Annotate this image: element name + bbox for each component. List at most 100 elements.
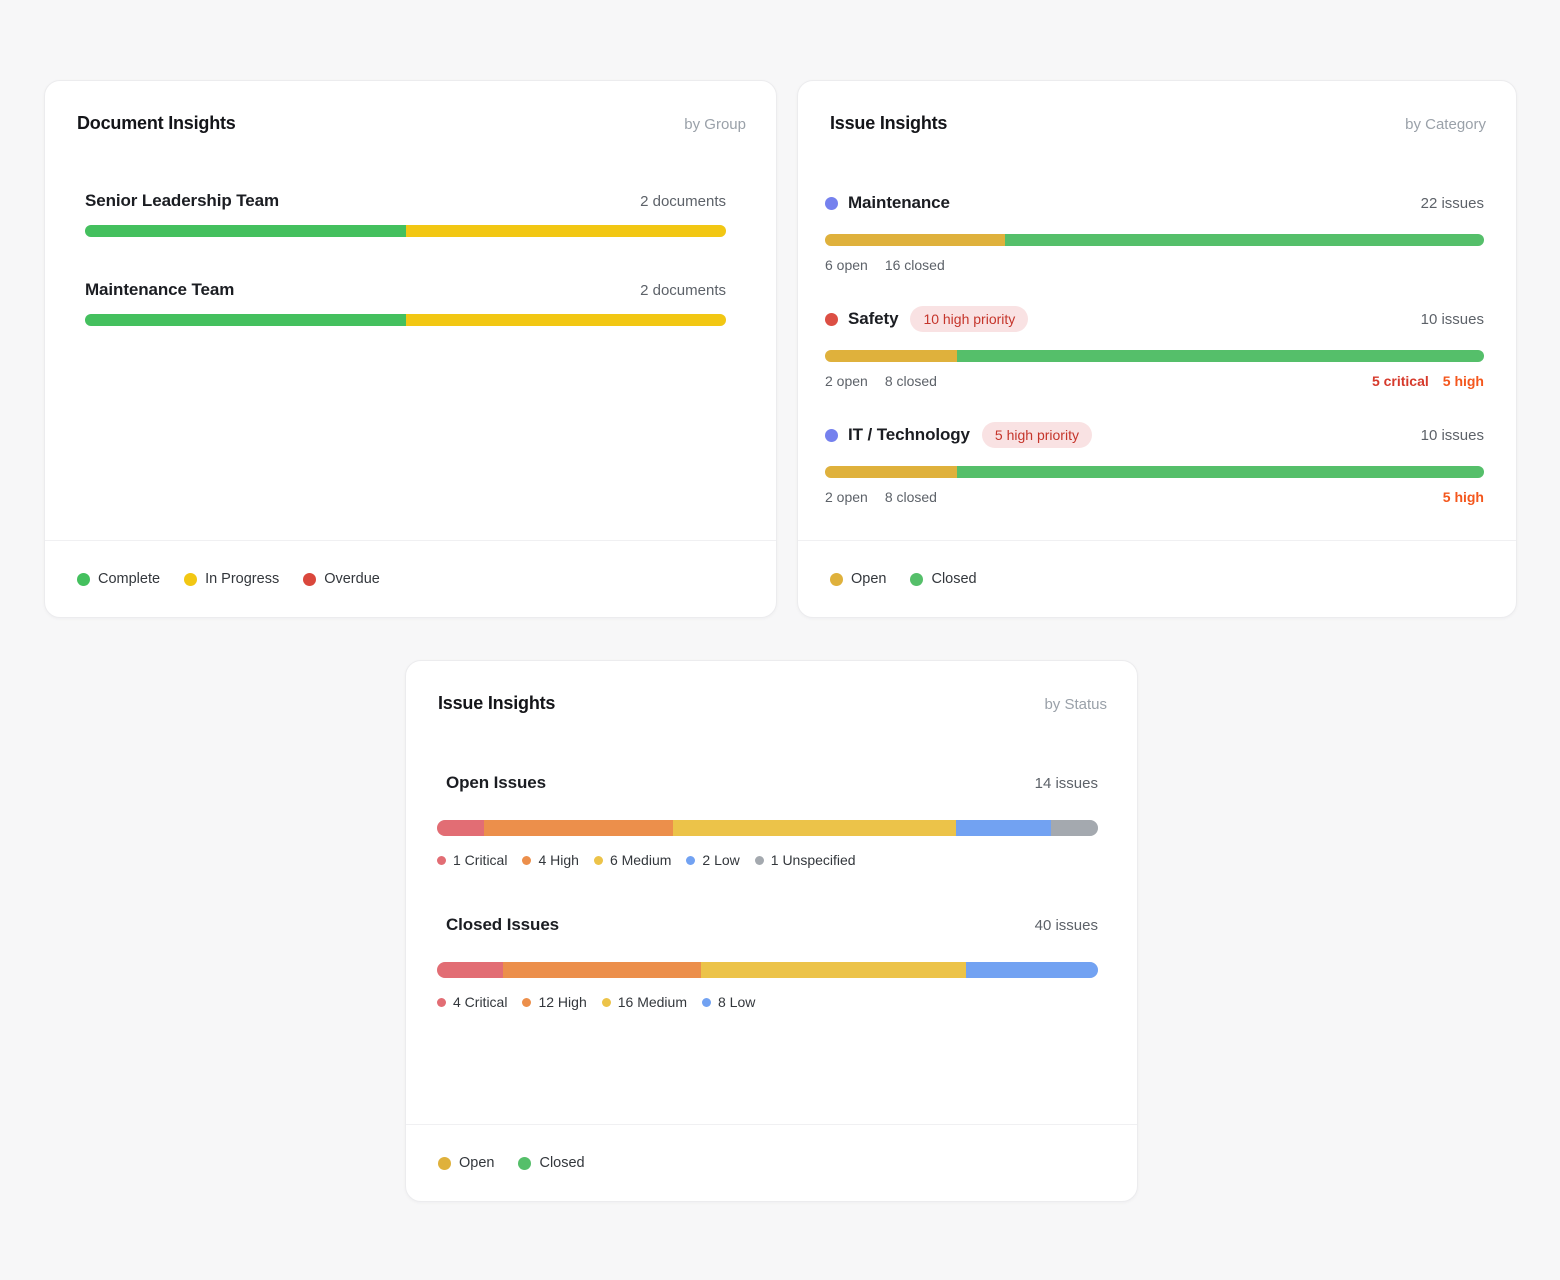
high-dot-icon [522, 855, 532, 865]
severity-label: 1 Unspecified [770, 852, 856, 868]
priority-badge: 5 high priority [981, 422, 1092, 448]
bar-segment--low [965, 962, 1098, 978]
card-grouping-label: by Group [684, 116, 746, 133]
legend-label: Closed [539, 1155, 585, 1171]
legend-item-closed: Closed [910, 571, 977, 587]
legend-item-closed: Closed [518, 1155, 585, 1171]
bar-segment--low [956, 820, 1051, 836]
issue-count: 14 issues [1034, 774, 1098, 792]
priority-stat: 5 critical [1371, 373, 1429, 389]
group-name: Maintenance Team [85, 280, 235, 299]
closed-dot-icon [518, 1156, 532, 1170]
closed-issues-section: Closed Issues 40 issues 4 Critical 12 Hi… [437, 914, 1098, 1010]
bar-segment-closed [956, 350, 1484, 362]
issue-insights-status-card: Issue Insights by Status Open Issues 14 … [405, 660, 1138, 1202]
priority-stat: 5 high [1442, 489, 1484, 505]
bar-segment--medium [673, 820, 957, 836]
open-count: 2 open [825, 373, 868, 389]
priority-badge: 10 high priority [910, 306, 1029, 332]
legend-label: In Progress [205, 571, 280, 587]
document-count: 2 documents [640, 281, 726, 299]
bar-segment-complete [85, 225, 406, 237]
document-count: 2 documents [640, 192, 726, 210]
legend-label: Complete [98, 571, 161, 587]
open-count: 6 open [825, 257, 868, 273]
open-issues-section: Open Issues 14 issues 1 Critical 4 High … [437, 772, 1098, 868]
severity-stacked-bar [437, 962, 1098, 978]
low-dot-icon [686, 855, 696, 865]
legend-label: Open [851, 571, 887, 587]
issue-count: 40 issues [1034, 916, 1098, 934]
bar-segment-closed [1004, 234, 1484, 246]
category-dot-icon [825, 428, 838, 442]
severity-label: 8 Low [718, 994, 756, 1010]
severity-label: 1 Critical [453, 852, 508, 868]
overdue-dot-icon [303, 572, 317, 586]
closed-count: 8 closed [884, 373, 937, 389]
bar-segment-open [825, 350, 957, 362]
card-body: Open Issues 14 issues 1 Critical 4 High … [406, 714, 1137, 1124]
category-name: IT / Technology [848, 425, 970, 444]
card-grouping-label: by Status [1044, 696, 1107, 713]
severity-label: 12 High [538, 994, 587, 1010]
complete-dot-icon [77, 572, 90, 586]
issue-progress-bar [825, 234, 1484, 246]
bar-segment--high [503, 962, 702, 978]
bar-segment--unspecified [1050, 820, 1098, 836]
bar-segment-in-progress [405, 225, 726, 237]
card-legend: Complete In Progress Overdue [45, 540, 776, 617]
bar-segment--medium [701, 962, 966, 978]
severity-legend: 1 Critical 4 High 6 Medium 2 Low 1 Unspe… [437, 852, 1098, 868]
card-header: Issue Insights by Status [406, 661, 1137, 714]
closed-count: 16 closed [884, 257, 945, 273]
legend-label: Closed [931, 571, 977, 587]
card-legend: Open Closed [798, 540, 1516, 617]
document-group-row: Senior Leadership Team 2 documents [85, 190, 726, 237]
issue-progress-bar [825, 466, 1484, 478]
card-legend: Open Closed [406, 1124, 1137, 1201]
card-title: Issue Insights [830, 113, 948, 133]
low-dot-icon [702, 997, 711, 1007]
unspecified-dot-icon [754, 855, 764, 865]
category-dot-icon [825, 196, 838, 210]
medium-dot-icon [601, 997, 611, 1007]
bar-segment--critical [437, 820, 485, 836]
bar-segment-open [825, 234, 1005, 246]
card-grouping-label: by Category [1405, 116, 1486, 133]
category-name: Maintenance [848, 193, 950, 212]
category-name: Safety [848, 309, 899, 328]
document-progress-bar [85, 314, 726, 326]
card-header: Document Insights by Group [45, 81, 776, 134]
high-dot-icon [522, 997, 532, 1007]
in-progress-dot-icon [184, 572, 198, 586]
bar-segment-open [825, 466, 957, 478]
card-title: Issue Insights [438, 693, 556, 713]
issue-insights-category-card: Issue Insights by Category Maintenance 2… [797, 80, 1517, 618]
severity-label: 6 Medium [609, 852, 672, 868]
document-group-row: Maintenance Team 2 documents [85, 279, 726, 326]
legend-item-open: Open [830, 571, 886, 587]
group-name: Senior Leadership Team [85, 191, 279, 210]
legend-item-in-progress: In Progress [184, 571, 279, 587]
severity-label: 16 Medium [617, 994, 687, 1010]
category-row-it-technology: IT / Technology 5 high priority 10 issue… [825, 422, 1484, 505]
legend-label: Open [459, 1155, 495, 1171]
closed-dot-icon [910, 572, 924, 586]
legend-item-complete: Complete [77, 571, 160, 587]
legend-label: Overdue [324, 571, 380, 587]
card-header: Issue Insights by Category [798, 81, 1516, 134]
open-dot-icon [438, 1156, 451, 1170]
critical-dot-icon [437, 855, 446, 865]
issue-progress-bar [825, 350, 1484, 362]
severity-label: 4 High [538, 852, 579, 868]
issue-count: 10 issues [1420, 426, 1484, 444]
legend-item-open: Open [438, 1155, 494, 1171]
issue-count: 22 issues [1420, 194, 1484, 212]
category-row-maintenance: Maintenance 22 issues 6 open 16 closed [825, 190, 1484, 273]
medium-dot-icon [593, 855, 603, 865]
bar-segment-in-progress [405, 314, 726, 326]
category-row-safety: Safety 10 high priority 10 issues 2 open… [825, 306, 1484, 389]
open-count: 2 open [825, 489, 868, 505]
legend-item-overdue: Overdue [303, 571, 380, 587]
